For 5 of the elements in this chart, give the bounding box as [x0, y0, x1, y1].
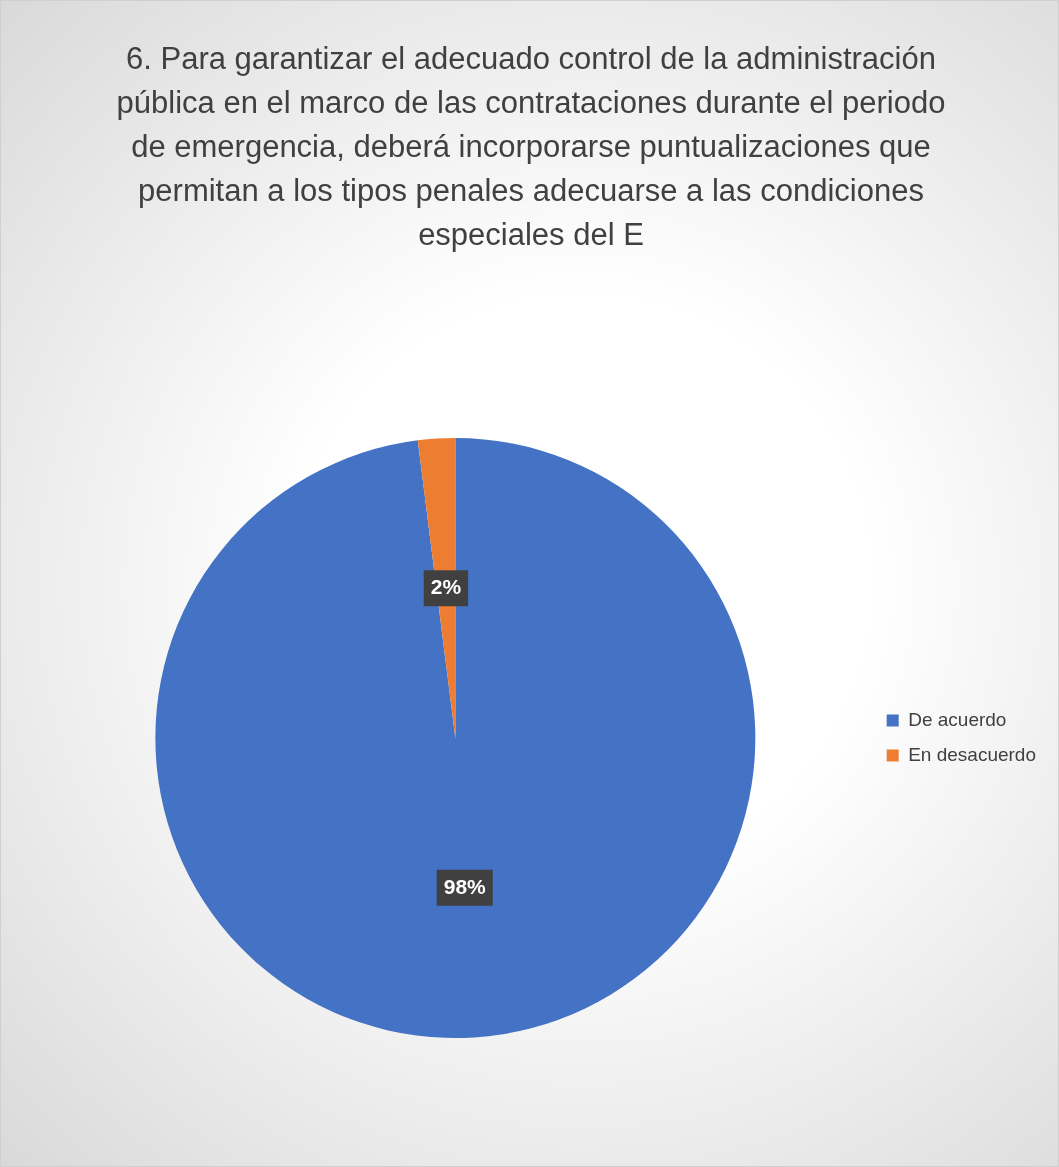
legend-label: En desacuerdo: [908, 743, 1037, 765]
data-label: 2%: [430, 575, 462, 599]
data-label: 98%: [443, 874, 487, 898]
legend-label: De acuerdo: [908, 708, 1007, 730]
chart-title: 6. Para garantizar el adecuado control de la administración pública en el marco de las contrataciones durante el periodo de emergencia, deberá incorporarse puntualizaciones que permitan a los tipos penales adecuarse a las condiciones especiales del E: [115, 40, 947, 254]
